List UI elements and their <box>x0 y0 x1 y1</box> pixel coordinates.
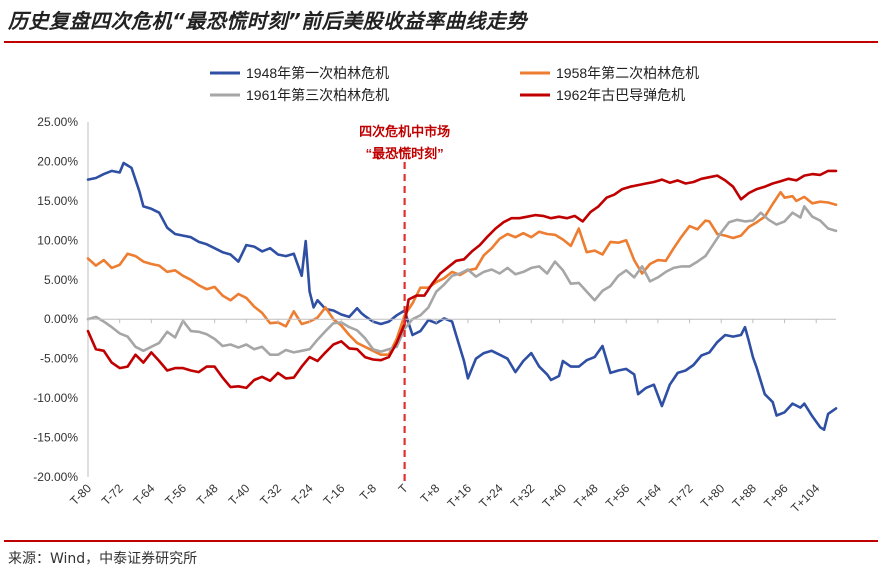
x-tick-label: T-72 <box>99 481 126 508</box>
legend-label-2: 1958年第二次柏林危机 <box>556 65 699 81</box>
x-tick-label: T <box>396 481 412 497</box>
x-tick-label: T+8 <box>418 481 443 506</box>
x-tick-label: T-64 <box>131 481 158 508</box>
x-tick-label: T-8 <box>357 481 379 503</box>
x-tick-label: T+72 <box>666 481 696 511</box>
x-tick-label: T+24 <box>476 481 506 511</box>
y-tick-label: 5.00% <box>44 273 78 287</box>
y-tick-label: 15.00% <box>37 194 78 208</box>
y-axis: 25.00% 20.00% 15.00% 10.00% 5.00% 0.00% -5.00%… <box>33 115 89 484</box>
report-header: 历史复盘四次危机“最恐慌时刻”前后美股收益率曲线走势 <box>0 0 884 44</box>
y-tick-label: 20.00% <box>37 154 78 168</box>
x-tick-label: T+40 <box>540 481 570 511</box>
x-tick-label: T-16 <box>321 481 348 508</box>
x-tick-label: T-24 <box>289 481 316 508</box>
x-tick-label: T+96 <box>761 481 791 511</box>
series-line-4 <box>86 169 838 390</box>
y-tick-label: 10.00% <box>37 233 78 247</box>
y-tick-label: 0.00% <box>44 312 78 326</box>
y-tick-label: 25.00% <box>37 115 78 129</box>
source-note: 来源：Wind，中泰证券研究所 <box>8 551 198 567</box>
series-line-1 <box>86 161 838 431</box>
title-divider <box>4 41 878 43</box>
legend-label-3: 1961年第三次柏林危机 <box>246 87 389 103</box>
x-tick-label: T-32 <box>257 481 284 508</box>
x-tick-label: T+56 <box>603 481 633 511</box>
source-divider <box>4 540 878 542</box>
chart-legend: 1948年第一次柏林危机 1958年第二次柏林危机 1961年第三次柏林危机 1962… <box>210 65 699 103</box>
x-tick-label: T-48 <box>194 481 221 508</box>
y-tick-label: -10.00% <box>33 391 78 405</box>
x-tick-label: T+88 <box>730 481 760 511</box>
y-tick-label: -20.00% <box>33 470 78 484</box>
x-tick-label: T-80 <box>67 481 94 508</box>
annotation-label: 四次危机中市场 <box>359 124 450 139</box>
annotation-label: “最恐慌时刻” <box>366 146 444 161</box>
y-tick-label: -5.00% <box>40 352 78 366</box>
series-line-3 <box>86 205 838 356</box>
x-tick-label: T-56 <box>162 481 189 508</box>
x-axis: T-80 T-72 T-64 T-56 T-48 T-40 T-32 T-24 T-16 T-8 T… <box>67 318 836 515</box>
y-tick-label: -15.00% <box>33 431 78 445</box>
panic-annotation: 四次危机中市场 “最恐慌时刻” <box>359 124 450 483</box>
plot-series <box>86 161 838 431</box>
x-tick-label: T+64 <box>635 481 665 511</box>
x-tick-label: T+32 <box>508 481 538 511</box>
line-chart: 1948年第一次柏林危机 1958年第二次柏林危机 1961年第三次柏林危机 1962… <box>33 65 838 515</box>
x-tick-label: T-40 <box>226 481 253 508</box>
chart-title: 历史复盘四次危机“最恐慌时刻”前后美股收益率曲线走势 <box>8 9 527 33</box>
x-tick-label: T+16 <box>445 481 475 511</box>
legend-label-4: 1962年古巴导弹危机 <box>556 87 685 103</box>
legend-label-1: 1948年第一次柏林危机 <box>246 65 389 81</box>
x-tick-label: T+48 <box>571 481 601 511</box>
x-tick-label: T+104 <box>788 481 822 515</box>
x-tick-label: T+80 <box>698 481 728 511</box>
